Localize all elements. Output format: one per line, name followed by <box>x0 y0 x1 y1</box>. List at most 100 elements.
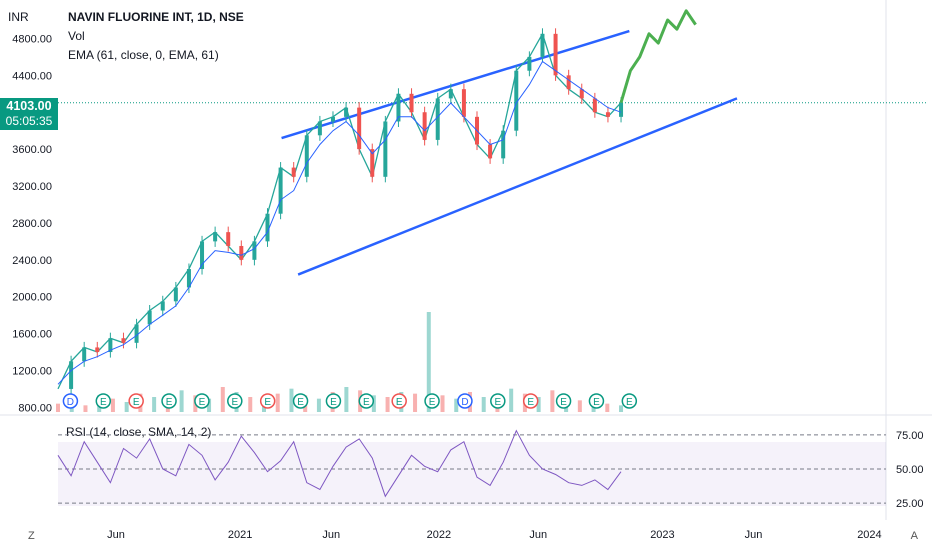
candle-body <box>409 93 414 113</box>
candle-body <box>160 301 165 311</box>
candle-body <box>396 93 401 122</box>
svg-text:E: E <box>100 397 107 408</box>
candle-body <box>82 347 87 362</box>
svg-text:E: E <box>133 397 140 408</box>
y-tick-label: 3600.00 <box>12 144 52 156</box>
y-tick-label: 4800.00 <box>12 33 52 45</box>
volume-bar <box>536 397 541 412</box>
price-line <box>57 32 622 390</box>
event-marker: E <box>95 393 112 409</box>
svg-text:D: D <box>461 397 468 408</box>
volume-bar <box>577 400 582 412</box>
x-tick-label: Jun <box>745 529 763 541</box>
volume-bar <box>440 395 445 412</box>
svg-text:E: E <box>494 397 501 408</box>
event-marker: E <box>292 393 309 409</box>
candle-body <box>422 112 427 140</box>
candle-body <box>461 89 466 117</box>
candle-body <box>213 232 218 242</box>
candle-body <box>95 347 100 353</box>
candle-body <box>173 287 178 302</box>
volume-bar <box>454 398 459 412</box>
event-marker: E <box>588 393 605 409</box>
currency-label: INR <box>8 10 29 24</box>
volume-bar <box>344 387 349 412</box>
volume-bar <box>56 403 60 412</box>
candle-body <box>435 98 440 140</box>
chart-title: NAVIN FLUORINE INT, 1D, NSE <box>68 10 244 24</box>
candle-body <box>357 107 362 150</box>
candle-body <box>514 70 519 131</box>
x-tick-label: 2022 <box>427 529 451 541</box>
candle-body <box>291 167 296 177</box>
candle-body <box>108 338 113 353</box>
event-marker: E <box>259 393 276 409</box>
volume-bar <box>316 398 321 412</box>
volume-bar <box>605 403 610 412</box>
svg-text:E: E <box>199 397 206 408</box>
candle-body <box>383 121 388 177</box>
svg-text:E: E <box>396 397 403 408</box>
event-marker: D <box>457 393 473 409</box>
volume-legend[interactable]: Vol <box>68 29 85 43</box>
volume-bar <box>83 405 88 412</box>
x-tick-label: 2021 <box>228 529 252 541</box>
event-marker: E <box>325 393 342 409</box>
volume-bar <box>509 388 514 412</box>
event-marker: E <box>128 393 144 409</box>
auto-scale-button[interactable]: A <box>910 530 918 542</box>
x-tick-label: Jun <box>529 529 547 541</box>
x-tick-label: Jun <box>107 529 125 541</box>
x-tick-label: 2024 <box>857 529 881 541</box>
y-tick-label: 2000.00 <box>12 292 52 304</box>
candle-body <box>605 112 610 117</box>
candle-body <box>553 33 558 76</box>
svg-text:E: E <box>527 397 534 408</box>
volume-bar <box>619 405 624 412</box>
x-tick-label: 2023 <box>650 529 674 541</box>
y-tick-label: 4400.00 <box>12 70 52 82</box>
ema-line <box>57 60 622 385</box>
candle-body <box>501 130 506 159</box>
y-tick-label: 2800.00 <box>12 218 52 230</box>
candle-body <box>239 245 244 260</box>
svg-text:D: D <box>67 397 74 408</box>
lower-channel-line <box>297 97 738 276</box>
volume-bar <box>481 397 486 412</box>
candle-body <box>592 98 597 113</box>
volume-bar <box>426 312 431 412</box>
volume-bar <box>179 390 184 412</box>
candle-body <box>304 135 309 177</box>
rsi-level-label: 75.00 <box>896 430 924 442</box>
candle-body <box>344 107 349 117</box>
svg-text:E: E <box>231 397 238 408</box>
upper-channel-line <box>281 29 630 140</box>
last-price-value: 4103.00 <box>6 99 52 113</box>
volume-bar <box>275 393 280 412</box>
timezone-button[interactable]: Z <box>28 530 35 542</box>
event-marker: E <box>161 393 177 409</box>
y-tick-label: 3200.00 <box>12 181 52 193</box>
candle-body <box>186 269 191 288</box>
bar-countdown: 05:05:35 <box>5 114 53 128</box>
volume-bar <box>248 397 253 412</box>
candle-body <box>579 89 584 99</box>
volume-bar <box>152 397 157 412</box>
event-marker: E <box>227 393 243 409</box>
candle-body <box>540 33 545 57</box>
event-marker: E <box>194 393 210 409</box>
svg-text:E: E <box>166 397 173 408</box>
candle-body <box>330 116 335 122</box>
rsi-band <box>58 442 886 506</box>
event-marker: E <box>555 393 572 409</box>
rsi-level-label: 50.00 <box>896 464 924 476</box>
event-marker: E <box>358 393 375 409</box>
volume-bar <box>220 387 225 412</box>
rsi-legend[interactable]: RSI (14, close, SMA, 14, 2) <box>66 425 212 439</box>
y-tick-label: 1600.00 <box>12 329 52 341</box>
ema-legend[interactable]: EMA (61, close, 0, EMA, 61) <box>68 48 219 62</box>
volume-bar <box>207 398 212 412</box>
volume-bar <box>385 397 390 412</box>
event-marker: E <box>391 393 407 409</box>
